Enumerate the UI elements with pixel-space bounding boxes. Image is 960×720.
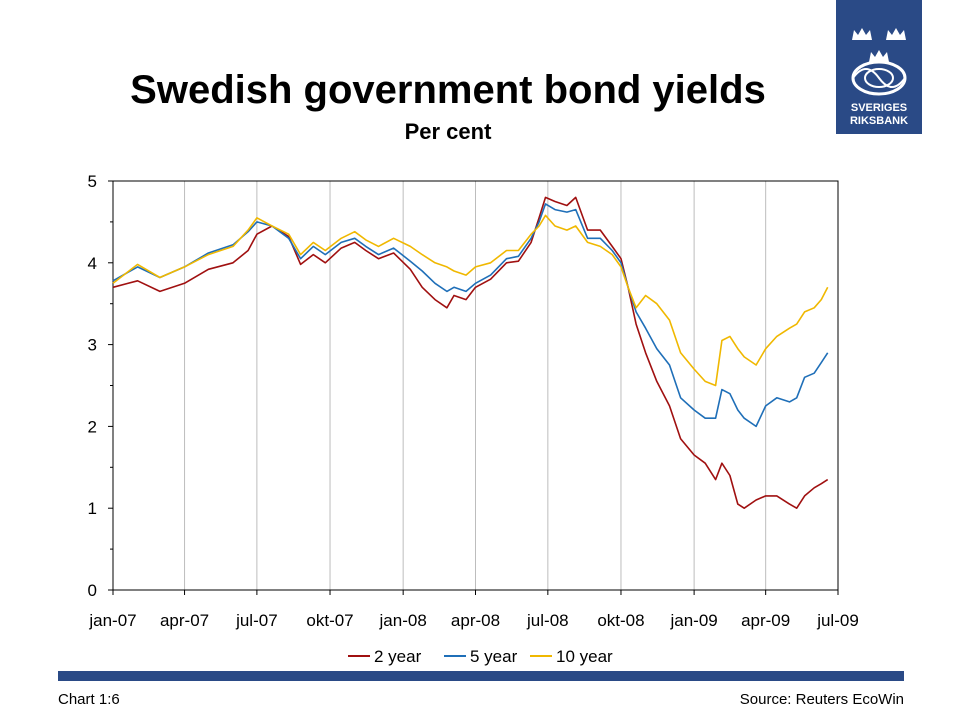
y-tick-label: 5 [88, 172, 97, 191]
x-tick-label: jan-07 [88, 611, 136, 630]
logo-line1: SVERIGES [851, 102, 907, 114]
x-tick-label: okt-07 [306, 611, 353, 630]
chart-axes [108, 180, 839, 595]
x-tick-label: okt-08 [597, 611, 644, 630]
chart-number: Chart 1:6 [58, 691, 120, 708]
x-tick-label: apr-09 [741, 611, 790, 630]
series-line-10-year [112, 214, 829, 387]
y-tick-label: 3 [88, 336, 97, 355]
riksbank-logo: SVERIGES RIKSBANK [836, 0, 922, 134]
footer-bar [58, 671, 904, 681]
x-tick-label: jul-08 [526, 611, 569, 630]
chart-subtitle: Per cent [404, 119, 492, 144]
chart-title: Swedish government bond yields [130, 68, 766, 112]
series-line-2-year [112, 196, 829, 509]
y-axis-tick-labels: 0 1 2 3 4 5 [88, 172, 97, 600]
y-tick-label: 0 [88, 581, 97, 600]
legend-label: 10 year [556, 647, 613, 666]
logo-line2: RIKSBANK [850, 115, 908, 127]
riksbank-emblem-icon: SVERIGES RIKSBANK [850, 28, 908, 127]
chart-legend: 2 year 5 year 10 year [348, 647, 613, 666]
y-tick-label: 2 [88, 417, 97, 436]
x-tick-label: jul-07 [235, 611, 278, 630]
x-tick-label: jul-09 [816, 611, 859, 630]
x-tick-label: apr-07 [160, 611, 209, 630]
source-note: Source: Reuters EcoWin [739, 691, 904, 708]
series-line-5-year [112, 203, 829, 428]
legend-label: 2 year [374, 647, 422, 666]
y-tick-label: 1 [88, 499, 97, 518]
x-axis-tick-labels: jan-07 apr-07 jul-07 okt-07 jan-08 apr-08 jul-… [88, 611, 858, 630]
chart-gridlines [184, 181, 839, 590]
x-tick-label: jan-08 [379, 611, 427, 630]
series-lines [112, 196, 829, 509]
x-tick-label: apr-08 [451, 611, 500, 630]
x-tick-label: jan-09 [669, 611, 717, 630]
y-tick-label: 4 [88, 254, 97, 273]
legend-label: 5 year [470, 647, 518, 666]
